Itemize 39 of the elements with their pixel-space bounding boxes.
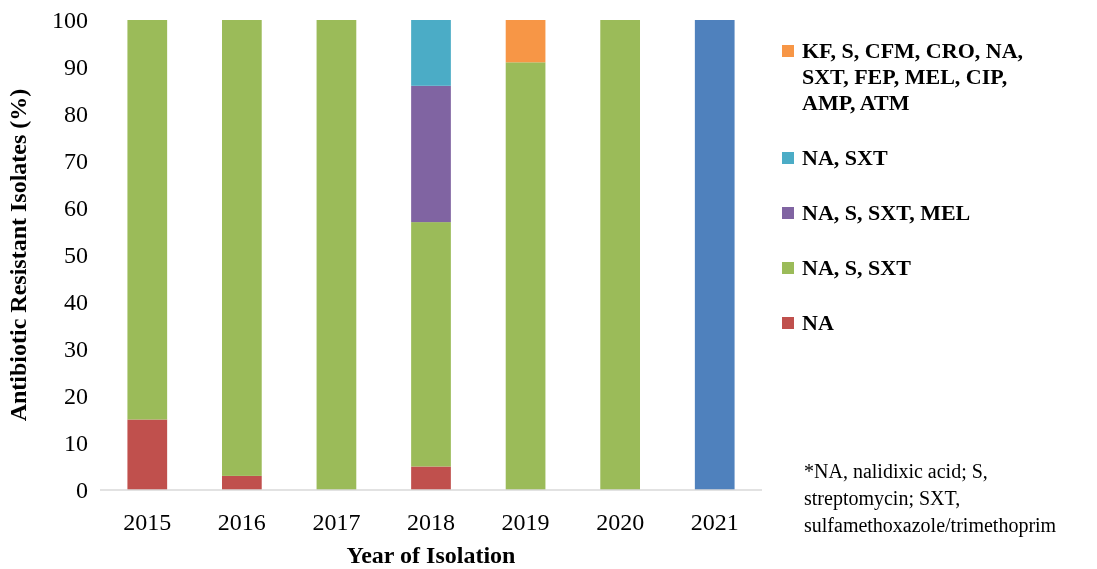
legend-label: NA, S, SXT, MEL: [802, 200, 971, 225]
bar: [411, 85, 451, 223]
y-tick-label: 30: [64, 336, 88, 363]
bar: [505, 20, 546, 63]
y-axis-title: Antibiotic Resistant Isolates (%): [5, 88, 31, 422]
x-axis-title: Year of Isolation: [346, 542, 516, 568]
bar: [127, 20, 168, 420]
y-tick-label: 0: [76, 477, 88, 504]
y-tick-label: 80: [64, 101, 88, 128]
x-tick-label: 2015: [123, 509, 172, 535]
y-tick-label: 50: [64, 242, 88, 269]
legend-label: NA: [802, 310, 834, 335]
bar: [127, 419, 168, 490]
bar: [505, 62, 546, 490]
bar: [600, 20, 640, 490]
x-tick-label: 2018: [407, 509, 455, 535]
x-tick-label: 2017: [312, 509, 361, 535]
x-tick-label: 2021: [690, 509, 739, 535]
x-tick-label: 2016: [217, 509, 266, 535]
legend-label: NA, SXT: [802, 145, 888, 170]
legend-label: KF, S, CFM, CRO, NA, SXT, FEP, MEL, CIP, AMP, ATM: [802, 38, 1024, 115]
x-tick-label: 2020: [596, 509, 645, 535]
bar: [411, 222, 451, 467]
y-tick-label: 70: [64, 148, 88, 175]
bar: [411, 466, 451, 490]
y-tick-label: 60: [64, 195, 88, 222]
bar: [411, 20, 451, 86]
y-tick-label: 20: [64, 383, 88, 410]
y-tick-label: 40: [64, 289, 88, 316]
text: *NA, nalidixic acid; S, streptomycin; SXT, sulfamethoxazole/trimethoprim: [804, 460, 1057, 537]
y-tick-label: 10: [64, 430, 88, 457]
bar: [222, 475, 262, 490]
y-tick-label: 100: [52, 7, 88, 34]
bar: [316, 20, 357, 490]
legend-label: NA, S, SXT: [802, 255, 912, 280]
x-tick-label: 2019: [501, 509, 550, 535]
bar: [694, 20, 735, 490]
y-tick-label: 90: [64, 54, 88, 81]
bar: [222, 20, 262, 476]
